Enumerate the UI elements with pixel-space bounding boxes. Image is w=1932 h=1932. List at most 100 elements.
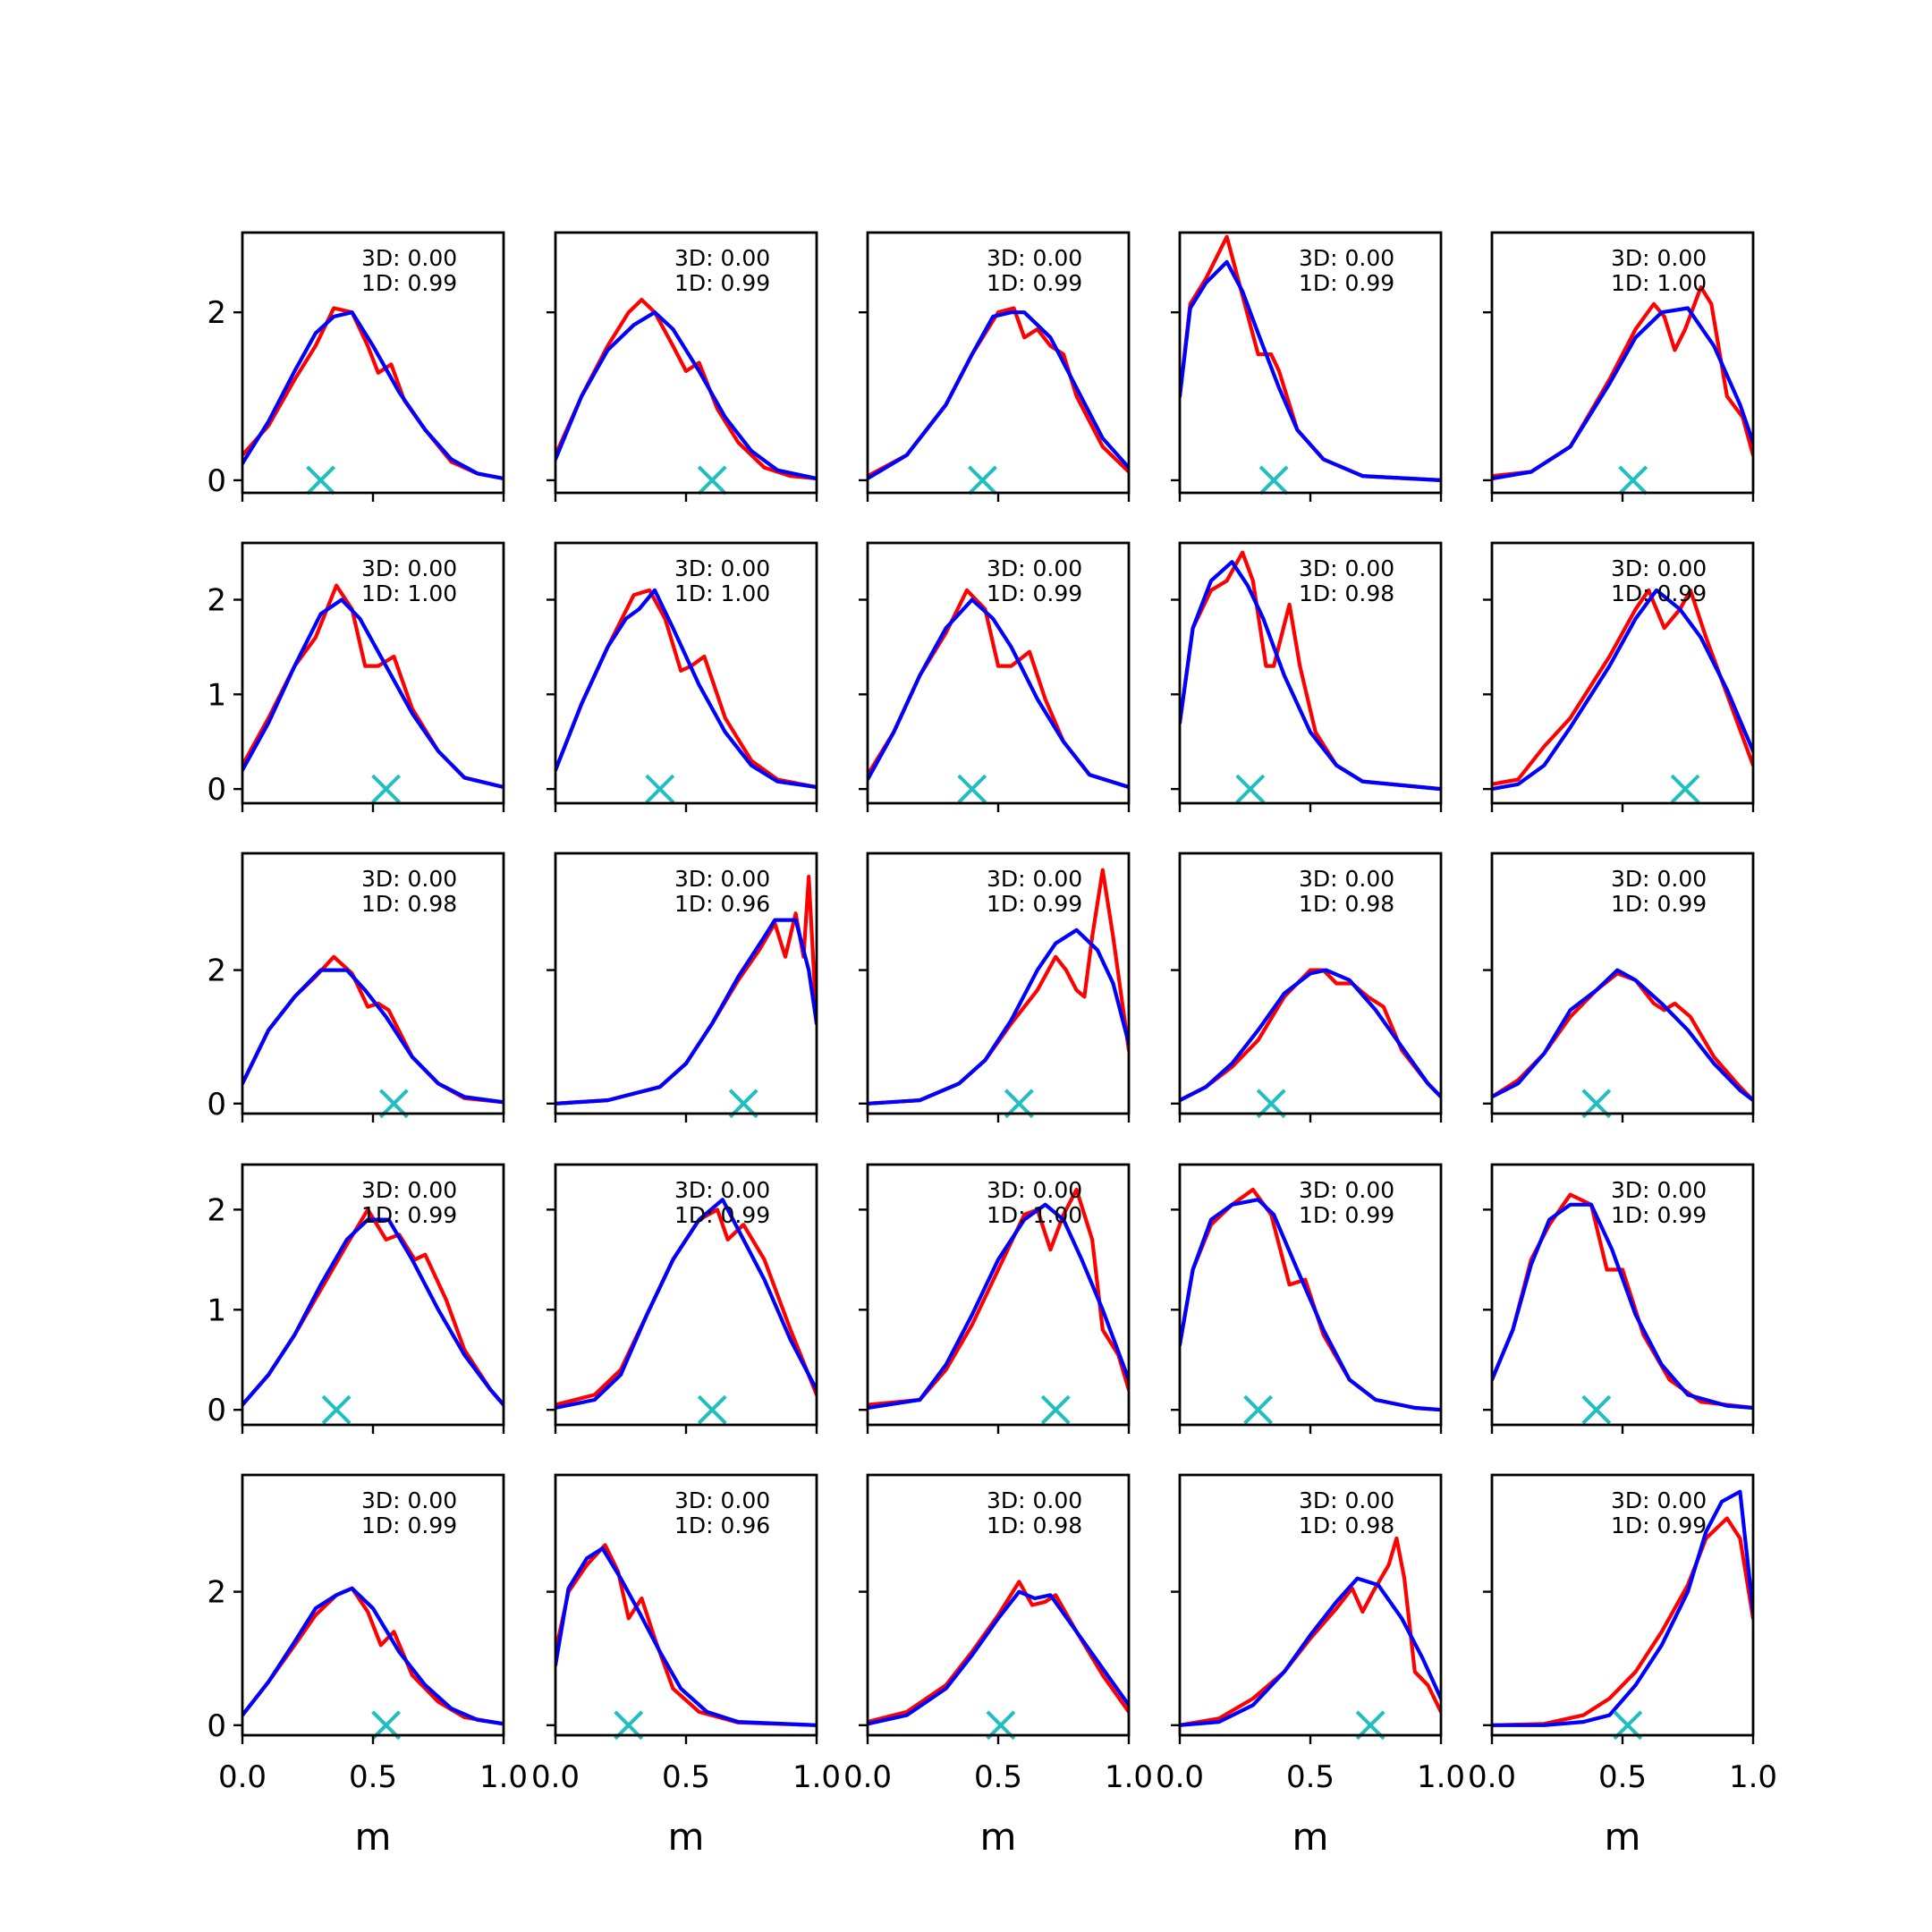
annotation-text: 3D: 0.00 [361,1177,457,1203]
y-tick-label: 1 [207,1292,226,1328]
annotation-text: 1D: 0.96 [674,891,770,917]
annotation-text: 1D: 0.99 [1611,891,1707,917]
annotation-text: 3D: 0.00 [361,245,457,271]
x-axis-label: m [668,1815,705,1859]
x-tick-label: 1.0 [1417,1759,1465,1795]
series-blue-line [555,1546,817,1727]
y-tick-label: 0 [207,772,226,808]
x-tick-label: 0.5 [662,1759,710,1795]
annotation-text: 3D: 0.00 [674,245,770,271]
annotation-text: 1D: 0.99 [361,270,457,296]
y-tick-label: 0 [207,1087,226,1123]
y-tick-label: 1 [207,677,226,713]
x-tick-label: 0.0 [1156,1759,1204,1795]
series-blue-line [1180,560,1441,792]
annotation-text: 1D: 0.99 [1611,580,1707,606]
annotation-text: 1D: 0.99 [361,1513,457,1538]
series-red-line [1492,1516,1753,1727]
marker-x [697,465,727,496]
series-red-line [1180,968,1441,1103]
marker-x [1618,465,1648,496]
x-tick-label: 1.0 [792,1759,841,1795]
marker-x [321,1394,352,1425]
series-red-line [555,1543,817,1727]
series-red-line [555,588,817,790]
series-blue-line [1492,306,1753,481]
series-blue-line [1492,968,1753,1103]
annotation-text: 3D: 0.00 [361,1487,457,1513]
series-blue-line [555,1198,817,1411]
annotation-text: 1D: 0.98 [1299,1513,1394,1538]
annotation-text: 1D: 0.99 [1611,1202,1707,1228]
series-blue-line [1492,1202,1753,1411]
annotation-text: 1D: 0.99 [674,1202,770,1228]
annotation-text: 3D: 0.00 [1611,866,1707,892]
series-red-line [1492,588,1753,786]
annotation-text: 3D: 0.00 [987,555,1082,581]
series-blue-line [242,1217,504,1407]
x-tick-label: 1.0 [1105,1759,1153,1795]
x-tick-label: 0.5 [349,1759,397,1795]
annotation-text: 1D: 1.00 [1611,270,1707,296]
annotation-text: 3D: 0.00 [1611,1177,1707,1203]
annotation-text: 3D: 0.00 [674,1177,770,1203]
annotation-text: 1D: 0.99 [1299,1202,1394,1228]
series-red-line [242,954,504,1105]
annotation-text: 1D: 0.99 [1299,270,1394,296]
annotation-text: 1D: 0.98 [1299,891,1394,917]
series-red-line [555,298,817,481]
marker-x [645,774,675,804]
annotation-text: 1D: 0.99 [674,270,770,296]
series-blue-line [555,588,817,790]
annotation-text: 1D: 0.98 [987,1513,1082,1538]
annotation-text: 3D: 0.00 [674,1487,770,1513]
series-blue-line [1492,1489,1753,1727]
x-tick-label: 0.0 [531,1759,580,1795]
series-blue-line [555,918,817,1106]
marker-x [957,774,987,804]
series-red-line [242,583,504,790]
annotation-text: 3D: 0.00 [1611,555,1707,581]
x-axis-label: m [980,1815,1017,1859]
series-blue-line [868,310,1129,481]
annotation-text: 3D: 0.00 [674,555,770,581]
annotation-text: 3D: 0.00 [1299,245,1394,271]
annotation-text: 3D: 0.00 [674,866,770,892]
series-red-line [1492,971,1753,1103]
marker-x [1581,1394,1612,1425]
series-blue-line [868,928,1129,1106]
series-red-line [868,306,1129,479]
y-tick-label: 0 [207,1708,226,1744]
x-axis-label: m [1605,1815,1641,1859]
marker-x [371,774,402,804]
x-axis-label: m [1292,1815,1329,1859]
marker-x [1040,1394,1071,1425]
annotation-text: 3D: 0.00 [1299,1177,1394,1203]
series-blue-line [868,597,1129,790]
annotation-text: 3D: 0.00 [987,245,1082,271]
annotation-text: 3D: 0.00 [361,555,457,581]
y-tick-label: 0 [207,463,226,499]
series-blue-line [1180,259,1441,483]
annotation-text: 3D: 0.00 [1611,1487,1707,1513]
x-tick-label: 1.0 [479,1759,528,1795]
y-tick-label: 2 [207,582,226,618]
annotation-text: 3D: 0.00 [1299,1487,1394,1513]
annotation-text: 1D: 0.99 [987,891,1082,917]
annotation-text: 1D: 0.99 [1611,1513,1707,1538]
y-tick-label: 2 [207,953,226,989]
